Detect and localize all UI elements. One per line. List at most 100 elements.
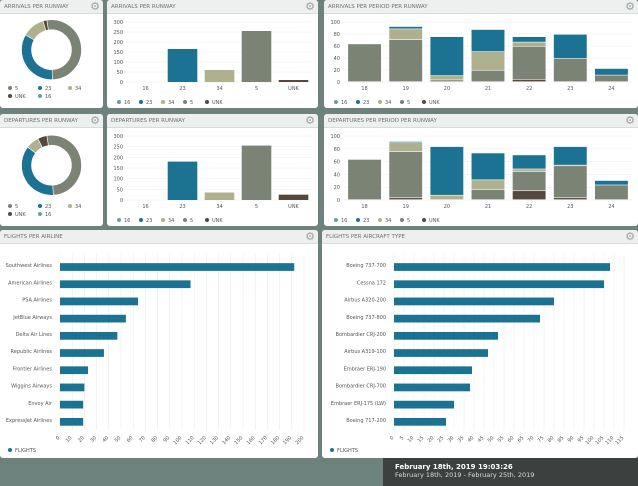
bar-segment-5[interactable] [430, 80, 464, 82]
bar-segment-23[interactable] [594, 68, 628, 75]
bar-segment-5[interactable] [348, 44, 382, 82]
bar-segment-23[interactable] [594, 180, 628, 185]
bar-segment-UNK[interactable] [512, 191, 546, 200]
bar[interactable] [60, 331, 118, 340]
bar-segment-23[interactable] [553, 146, 587, 165]
bar-segment-UNK[interactable] [389, 198, 423, 200]
bar-segment-23[interactable] [430, 146, 464, 195]
category-label: Cessna 172 [357, 280, 386, 286]
bar[interactable] [394, 383, 470, 392]
gear-icon[interactable]: ⚙ [624, 114, 636, 127]
bar[interactable] [278, 80, 309, 82]
bar[interactable] [60, 383, 85, 392]
legend-label: 23 [45, 86, 51, 92]
bar-segment-23[interactable] [389, 26, 423, 29]
bar[interactable] [60, 366, 89, 375]
bar-segment-23[interactable] [389, 141, 423, 143]
bar-segment-5[interactable] [553, 58, 587, 82]
bar[interactable] [394, 280, 604, 289]
bar-segment-5[interactable] [512, 46, 546, 79]
bar-segment-5[interactable] [512, 171, 546, 191]
x-tick-label: 18 [361, 86, 367, 92]
donut-slice-UNK[interactable] [37, 135, 49, 148]
bar[interactable] [60, 417, 84, 426]
gear-icon[interactable]: ⚙ [89, 114, 101, 127]
bar-segment-5[interactable] [594, 75, 628, 82]
bar-segment-34[interactable] [512, 169, 546, 172]
donut-slice-UNK[interactable] [42, 19, 49, 31]
bar-segment-23[interactable] [430, 37, 464, 76]
bar-segment-5[interactable] [348, 159, 382, 200]
bar[interactable] [394, 349, 488, 357]
gear-icon[interactable]: ⚙ [89, 0, 101, 13]
bar[interactable] [204, 70, 235, 82]
bar[interactable] [278, 194, 309, 200]
bar-segment-34[interactable] [512, 42, 546, 46]
legend-label: 23 [45, 204, 51, 210]
bar[interactable] [60, 349, 104, 357]
bar[interactable] [394, 366, 472, 375]
bar-segment-UNK[interactable] [553, 198, 587, 200]
bar[interactable] [394, 263, 610, 271]
bar[interactable] [204, 192, 235, 200]
x-tick-label: UNK [288, 86, 299, 92]
category-label: JetBlue Airways [12, 315, 52, 321]
legend-swatch [378, 100, 382, 104]
x-tick-label: 55 [497, 435, 506, 444]
bar-segment-34[interactable] [389, 29, 423, 40]
legend-swatch [205, 218, 209, 222]
bar[interactable] [167, 49, 198, 82]
x-tick-label: 15 [417, 435, 426, 444]
bar-segment-34[interactable] [471, 52, 505, 70]
bar[interactable] [60, 314, 126, 323]
date-range[interactable]: February 18th, 2019 - February 25th, 201… [395, 471, 535, 479]
bar-segment-5[interactable] [594, 185, 628, 200]
legend-swatch [139, 100, 143, 104]
bar[interactable] [60, 400, 84, 409]
bar-segment-23[interactable] [512, 155, 546, 169]
bar[interactable] [241, 145, 272, 200]
gear-icon[interactable]: ⚙ [624, 230, 636, 243]
bar-segment-23[interactable] [471, 29, 505, 52]
bar[interactable] [394, 400, 454, 409]
bar-segment-23[interactable] [512, 37, 546, 42]
bar[interactable] [394, 297, 554, 306]
panel-arr-bar: ARRIVALS PER RUNWAY ⚙ 0 50 100 150 200 250 300 16… [107, 0, 318, 108]
gear-icon[interactable]: ⚙ [304, 0, 316, 13]
bar[interactable] [394, 331, 498, 340]
bar[interactable] [60, 280, 191, 289]
legend-swatch [400, 218, 404, 222]
bar-segment-5[interactable] [389, 152, 423, 198]
category-label: ExpressJet Airlines [6, 418, 53, 424]
legend-label: 34 [75, 204, 81, 210]
category-label: Wiggins Airways [11, 384, 52, 390]
bar-segment-23[interactable] [553, 34, 587, 58]
donut-slice-23[interactable] [21, 34, 53, 81]
donut-slice-23[interactable] [21, 146, 54, 196]
chart: 0 10 20 30 40 50 60 70 80 90 100 110 120 130 140 150 160… [6, 254, 305, 454]
bar-segment-5[interactable] [471, 189, 505, 200]
bar[interactable] [241, 31, 272, 82]
bar[interactable] [394, 417, 446, 426]
gear-icon[interactable]: ⚙ [624, 0, 636, 13]
gear-icon[interactable]: ⚙ [304, 230, 316, 243]
legend-swatch [378, 218, 382, 222]
y-tick-label: 60 [334, 160, 340, 166]
bar-segment-5[interactable] [553, 166, 587, 198]
bar-segment-UNK[interactable] [512, 79, 546, 82]
bar-segment-5[interactable] [471, 70, 505, 82]
bar-segment-23[interactable] [471, 153, 505, 180]
bar[interactable] [167, 161, 198, 200]
y-tick-label: 100 [113, 177, 123, 183]
x-tick-label: 40 [101, 435, 110, 444]
bar-segment-5[interactable] [389, 40, 423, 82]
gear-icon[interactable]: ⚙ [304, 114, 316, 127]
legend-label: 5 [407, 100, 410, 106]
bar[interactable] [60, 297, 139, 306]
bar-segment-34[interactable] [471, 180, 505, 190]
bar-segment-34[interactable] [430, 195, 464, 200]
bar[interactable] [394, 314, 540, 323]
bar-segment-34[interactable] [389, 143, 423, 152]
bar[interactable] [60, 263, 295, 271]
bar-segment-34[interactable] [430, 76, 464, 80]
